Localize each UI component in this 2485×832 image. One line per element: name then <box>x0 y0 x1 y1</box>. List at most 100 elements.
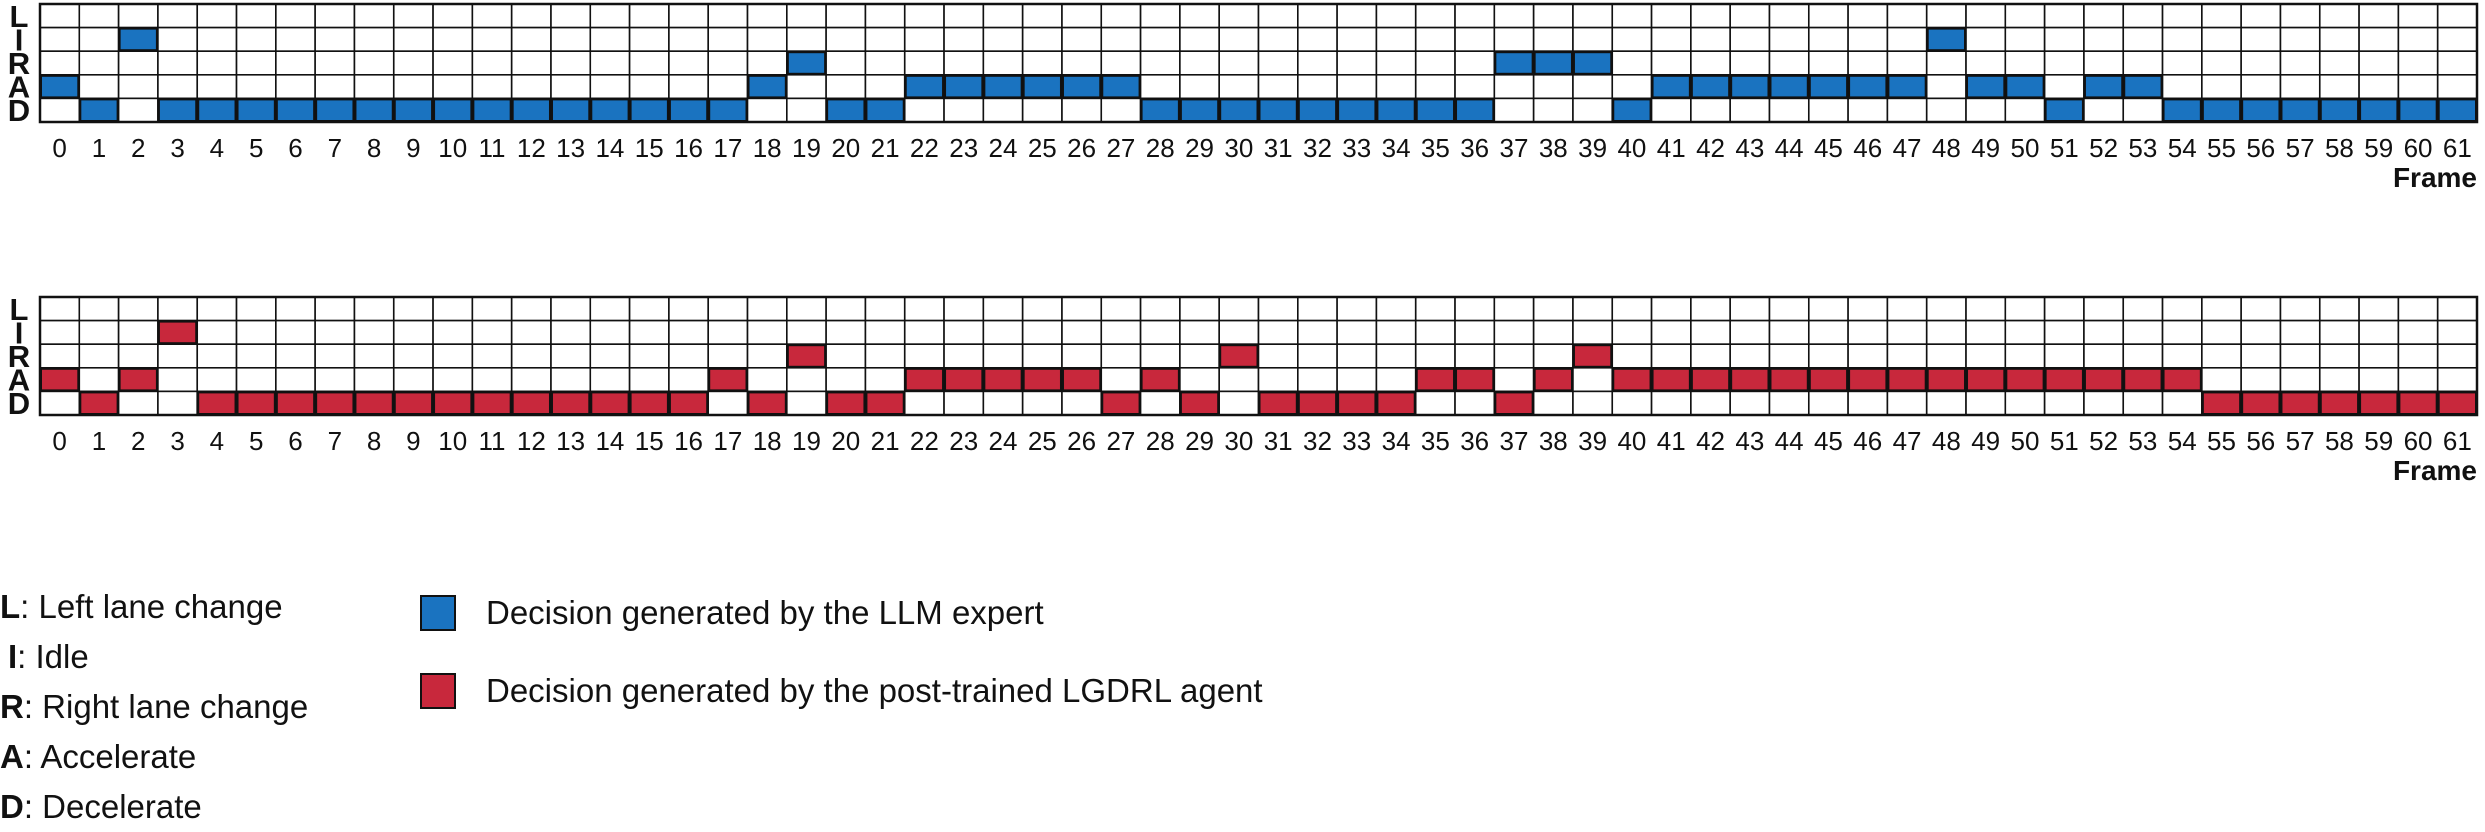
grid-cell <box>1925 50 1967 76</box>
grid-cell <box>550 3 592 29</box>
grid-cell <box>2161 390 2203 416</box>
x-tick-label: 41 <box>1657 133 1686 163</box>
decision-cell-llm-frame-9 <box>393 98 434 123</box>
decision-cell-lgdrl-frame-52 <box>2083 367 2124 392</box>
x-axis-title: Frame <box>2393 455 2477 486</box>
grid-cell <box>2358 74 2400 100</box>
grid-cell <box>1611 390 1653 416</box>
grid-cell <box>1807 390 1849 416</box>
x-tick-label: 37 <box>1500 426 1529 456</box>
grid-cell <box>1925 390 1967 416</box>
x-tick-label: 8 <box>367 426 381 456</box>
grid-cell <box>2318 319 2360 346</box>
decision-cell-llm-frame-42 <box>1690 74 1731 99</box>
grid-cell <box>39 319 81 346</box>
grid-cell <box>1493 343 1535 369</box>
grid-cell <box>1139 390 1181 416</box>
row-label-r: R <box>8 46 30 81</box>
grid-cell <box>1139 3 1181 29</box>
grid-cell <box>1139 26 1181 53</box>
decision-cell-lgdrl-frame-17 <box>708 367 748 392</box>
x-tick-label: 44 <box>1775 426 1804 456</box>
grid-cell <box>1257 343 1299 369</box>
grid-cell <box>1886 296 1928 322</box>
grid-border <box>38 295 2479 417</box>
grid-cell <box>1965 3 2007 29</box>
grid-cell <box>1375 26 1417 53</box>
grid-cell <box>1336 343 1378 369</box>
grid-cell <box>1021 296 1063 322</box>
grid-cell <box>275 26 316 53</box>
decision-cell-llm-frame-1 <box>79 98 119 123</box>
decision-cell-llm-frame-4 <box>197 98 237 123</box>
x-tick-label: 48 <box>1932 133 1961 163</box>
grid-cell <box>2240 319 2282 346</box>
x-tick-label: 39 <box>1578 426 1607 456</box>
grid-cell <box>589 50 631 76</box>
grid-cell <box>510 343 552 369</box>
x-tick-label: 21 <box>871 426 900 456</box>
grid-cell <box>157 50 199 76</box>
grid-cell <box>1218 319 1260 346</box>
grid-cell <box>1847 3 1889 29</box>
grid-cell <box>235 319 277 346</box>
grid-cell <box>1572 366 1614 393</box>
grid-cell <box>2436 74 2478 100</box>
x-tick-label: 36 <box>1460 133 1489 163</box>
grid-cell <box>2240 50 2282 76</box>
decision-cell-llm-frame-20 <box>826 98 866 123</box>
grid-cell <box>707 50 749 76</box>
grid-cell <box>589 343 631 369</box>
x-tick-label: 57 <box>2286 426 2315 456</box>
grid-cell <box>746 319 788 346</box>
grid-cell <box>1218 26 1260 53</box>
grid-cell <box>2004 390 2046 416</box>
grid-cell <box>2358 26 2400 53</box>
grid-cell <box>1768 343 1810 369</box>
grid-cell <box>2201 296 2242 322</box>
grid-cell <box>1493 74 1535 100</box>
grid-cell <box>1021 26 1063 53</box>
decision-cell-lgdrl-frame-61 <box>2437 391 2478 415</box>
x-tick-label: 8 <box>367 133 381 163</box>
grid-cell <box>707 390 749 416</box>
grid-cell <box>982 26 1024 53</box>
grid-cell <box>1768 97 1810 123</box>
grid-cell <box>2240 366 2282 393</box>
x-tick-label: 40 <box>1617 133 1646 163</box>
x-tick-label: 54 <box>2168 426 2197 456</box>
grid-cell <box>1257 26 1299 53</box>
x-tick-label: 5 <box>249 133 263 163</box>
x-tick-label: 31 <box>1264 426 1293 456</box>
grid-cell <box>196 319 238 346</box>
grid-cell <box>2201 366 2242 393</box>
grid-cell <box>39 296 81 322</box>
legend-abbr-right: R: Right lane change <box>0 688 309 725</box>
grid-cell <box>1847 50 1889 76</box>
grid-cell <box>2201 50 2242 76</box>
grid-cell <box>1375 296 1417 322</box>
grid-cell <box>1493 3 1535 29</box>
grid-cell <box>1532 319 1574 346</box>
x-tick-label: 18 <box>753 426 782 456</box>
grid-cell <box>1336 366 1378 393</box>
grid-cell <box>1768 390 1810 416</box>
grid-cell <box>2122 50 2164 76</box>
decision-cell-llm-frame-28 <box>1140 98 1180 123</box>
grid-cell <box>1807 3 1849 29</box>
decision-cell-lgdrl-frame-24 <box>983 367 1023 392</box>
grid-cell <box>943 319 985 346</box>
grid-cell <box>314 366 356 393</box>
decision-cell-lgdrl-frame-51 <box>2044 367 2084 392</box>
x-tick-label: 26 <box>1067 133 1096 163</box>
decision-cell-lgdrl-frame-1 <box>79 391 119 415</box>
grid-cell <box>2043 296 2085 322</box>
grid-cell <box>1650 3 1692 29</box>
grid-cell <box>668 50 710 76</box>
decision-cell-lgdrl-frame-11 <box>472 391 512 415</box>
grid-cell <box>1925 74 1967 100</box>
decision-cell-llm-frame-60 <box>2398 98 2438 123</box>
decision-cell-llm-frame-61 <box>2437 98 2478 123</box>
grid-cell <box>1297 50 1338 76</box>
grid-cell <box>1257 74 1299 100</box>
